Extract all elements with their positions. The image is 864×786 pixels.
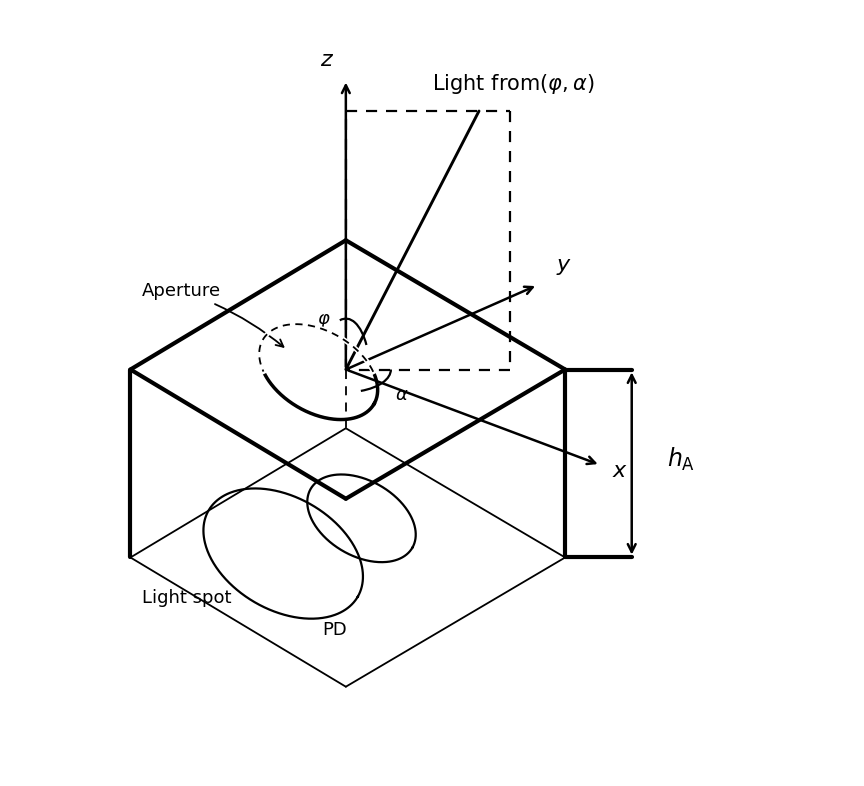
Text: $y$: $y$: [556, 257, 572, 277]
Text: PD: PD: [322, 620, 347, 638]
Text: $\alpha$: $\alpha$: [396, 386, 409, 403]
Text: $x$: $x$: [612, 461, 628, 481]
Text: Light spot: Light spot: [143, 590, 232, 608]
Text: $\varphi$: $\varphi$: [317, 312, 331, 330]
Text: Aperture: Aperture: [142, 282, 283, 347]
Text: $z$: $z$: [320, 50, 334, 70]
Text: $h_\mathrm{A}$: $h_\mathrm{A}$: [667, 446, 696, 473]
Text: Light from$(\varphi,\alpha)$: Light from$(\varphi,\alpha)$: [432, 72, 594, 96]
